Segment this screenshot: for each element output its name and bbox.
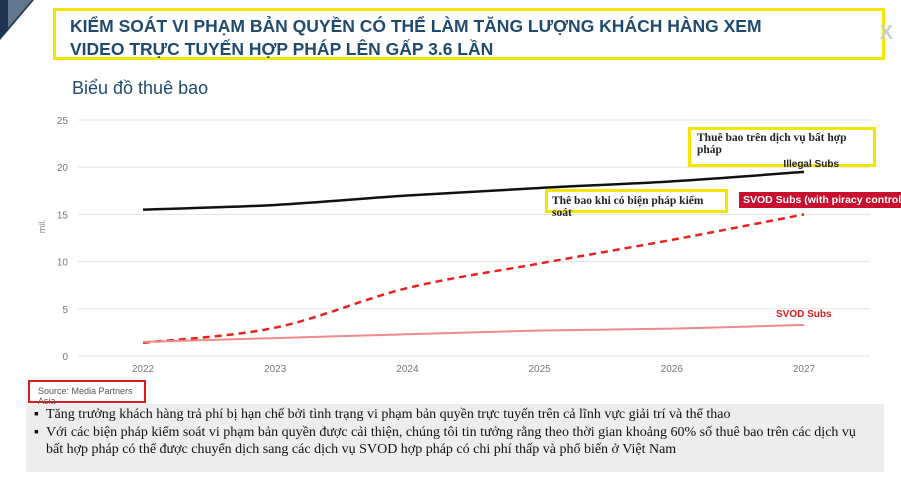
annotation-illegal-label: Illegal Subs (783, 159, 839, 170)
corner-decoration-light (8, 0, 32, 28)
x-tick-label: 2023 (264, 364, 287, 375)
x-tick-label: 2024 (396, 364, 419, 375)
annotation-illegal-vn: Thuê bao trên dịch vụ bất hợp pháp (697, 132, 847, 156)
y-axis-label: mil. (37, 219, 47, 233)
y-tick-label: 5 (62, 305, 68, 316)
x-tick-label: 2025 (528, 364, 551, 375)
chart-title: Biểu đồ thuê bao (72, 78, 209, 98)
chart-grid (78, 119, 870, 357)
x-tick-label: 2022 (132, 364, 155, 375)
note-text-1: Tăng trưởng khách hàng trả phí bị hạn ch… (46, 407, 731, 422)
series-line-illegal-subs (142, 170, 805, 211)
y-tick-label: 20 (57, 163, 69, 174)
y-tick-label: 10 (57, 258, 69, 269)
y-axis-ticks: 0 5 10 15 20 25 (57, 116, 69, 363)
y-tick-label: 15 (57, 210, 69, 221)
title-line-2: VIDEO TRỰC TUYẾN HỢP PHÁP LÊN GẤP 3.6 LẦ… (70, 39, 494, 59)
source-note: Source: Media Partners Asia (28, 380, 146, 406)
label-svod-subs: SVOD Subs (776, 309, 832, 320)
series-line-svod-subs (142, 323, 805, 343)
page-title: KIỂM SOÁT VI PHẠM BẢN QUYỀN CÓ THỂ LÀM T… (53, 8, 885, 60)
note-item: ▪ Với các biện pháp kiểm soát vi phạm bả… (34, 424, 876, 459)
x-tick-label: 2027 (793, 364, 816, 375)
series-line-svod-subs-with-piracy-control (142, 213, 805, 345)
bullet-icon: ▪ (34, 407, 39, 422)
annotation-svod-control-vn: Thê bao khi có biện pháp kiểm soát (545, 189, 728, 219)
note-text-2: Với các biện pháp kiểm soát vi phạm bản … (46, 424, 856, 458)
chart-series (142, 170, 805, 345)
x-axis-ticks: 2022 2023 2024 2025 2026 2027 (132, 364, 816, 375)
title-line-1: KIỂM SOÁT VI PHẠM BẢN QUYỀN CÓ THỂ LÀM T… (70, 16, 762, 36)
brand-mark: X (879, 22, 893, 44)
note-item: ▪ Tăng trưởng khách hàng trả phí bị hạn … (34, 406, 876, 424)
notes-panel: ▪ Tăng trưởng khách hàng trả phí bị hạn … (26, 404, 884, 472)
y-tick-label: 0 (62, 352, 68, 363)
bullet-icon: ▪ (34, 424, 39, 440)
annotation-illegal: Thuê bao trên dịch vụ bất hợp pháp Illeg… (688, 127, 876, 170)
x-tick-label: 2026 (661, 364, 684, 375)
y-tick-label: 25 (57, 116, 69, 127)
tag-svod-control: SVOD Subs (with piracy control) (739, 192, 901, 208)
